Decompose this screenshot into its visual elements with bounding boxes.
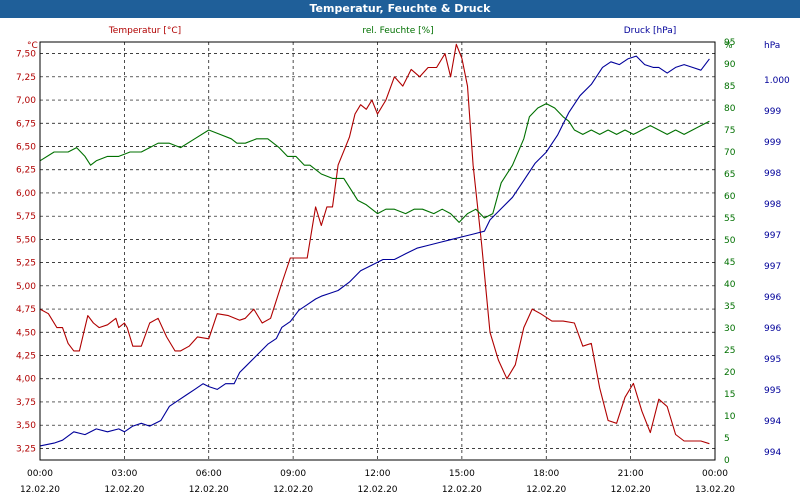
tick-label-temperature: 7,00 [16, 96, 36, 106]
tick-label-temperature: 5,75 [16, 212, 36, 222]
tick-label-humidity: 5 [724, 434, 730, 444]
tick-label-humidity: 85 [724, 82, 735, 92]
tick-label-temperature: 4,25 [16, 352, 36, 362]
tick-label-temperature: 4,00 [16, 375, 36, 385]
x-tick-date: 12.02.20 [442, 485, 482, 495]
x-tick-time: 06:00 [196, 469, 222, 479]
tick-label-humidity: 50 [724, 236, 736, 246]
plot-frame [39, 41, 716, 461]
tick-label-temperature: 3,75 [16, 398, 36, 408]
x-tick-date: 12.02.20 [526, 485, 566, 495]
x-tick-date: 12.02.20 [20, 485, 60, 495]
legend-left: Temperatur [°C] [108, 26, 181, 36]
x-tick-date: 12.02.20 [273, 485, 313, 495]
tick-label-temperature: 3,50 [16, 421, 36, 431]
tick-label-humidity: 65 [724, 170, 735, 180]
axis-labels: 7,50 7,25 7,00 6,75 6,50 6,25 6,00 5,75 5,50 5,25… [16, 26, 790, 495]
axis-unit-temperature: °C [27, 41, 38, 51]
tick-label-temperature: 6,25 [16, 166, 36, 176]
x-tick-date: 13.02.20 [695, 485, 735, 495]
tick-label-temperature: 7,25 [16, 73, 36, 83]
tick-label-temperature: 6,75 [16, 119, 36, 129]
window-title: Temperatur, Feuchte & Druck [0, 0, 800, 18]
tick-label-temperature: 7,50 [16, 50, 36, 60]
grid [39, 42, 716, 460]
tick-label-pressure: 998 [764, 200, 781, 210]
tick-label-pressure: 997 [764, 231, 781, 241]
x-tick-date: 12.02.20 [104, 485, 144, 495]
tick-label-temperature: 6,00 [16, 189, 36, 199]
tick-label-humidity: 40 [724, 280, 736, 290]
tick-label-pressure: 995 [764, 355, 781, 365]
x-tick-time: 09:00 [280, 469, 306, 479]
tick-label-pressure: 999 [764, 138, 781, 148]
x-tick-date: 12.02.20 [357, 485, 397, 495]
series-line-pressure [39, 55, 710, 447]
axis-unit-pressure: hPa [764, 41, 780, 51]
tick-label-pressure: 999 [764, 107, 781, 117]
x-tick-time: 03:00 [111, 469, 137, 479]
series-lines [39, 43, 710, 447]
tick-label-humidity: 15 [724, 390, 735, 400]
tick-label-humidity: 55 [724, 214, 735, 224]
x-tick-date: 12.02.20 [189, 485, 229, 495]
tick-label-humidity: 20 [724, 368, 736, 378]
tick-label-humidity: 60 [724, 192, 736, 202]
tick-label-humidity: 10 [724, 412, 736, 422]
tick-label-temperature: 5,00 [16, 282, 36, 292]
tick-label-pressure: 997 [764, 262, 781, 272]
tick-label-temperature: 5,50 [16, 235, 36, 245]
tick-label-pressure: 998 [764, 169, 781, 179]
tick-label-humidity: 70 [724, 148, 736, 158]
x-tick-time: 12:00 [365, 469, 391, 479]
tick-label-pressure: 995 [764, 386, 781, 396]
x-tick-time: 18:00 [533, 469, 559, 479]
series-line-humidity [39, 103, 710, 223]
tick-label-temperature: 3,25 [16, 444, 36, 454]
legend-right: Druck [hPa] [624, 26, 677, 36]
tick-label-temperature: 5,25 [16, 259, 36, 269]
series-line-temperature [39, 43, 710, 445]
x-tick-date: 12.02.20 [611, 485, 651, 495]
x-tick-time: 00:00 [27, 469, 53, 479]
tick-label-pressure: 996 [764, 293, 781, 303]
tick-label-temperature: 4,75 [16, 305, 36, 315]
tick-label-humidity: 45 [724, 258, 735, 268]
tick-label-humidity: 90 [724, 60, 736, 70]
tick-label-humidity: 25 [724, 346, 735, 356]
tick-label-pressure: 1.000 [764, 76, 790, 86]
axis-unit-humidity: % [724, 41, 733, 51]
tick-label-pressure: 994 [764, 448, 781, 458]
tick-label-humidity: 30 [724, 324, 736, 334]
x-tick-time: 15:00 [449, 469, 475, 479]
tick-label-temperature: 4,50 [16, 328, 36, 338]
tick-label-humidity: 75 [724, 126, 735, 136]
tick-label-pressure: 996 [764, 324, 781, 334]
legend-mid: rel. Feuchte [%] [362, 26, 433, 36]
tick-label-humidity: 80 [724, 104, 736, 114]
tick-label-humidity: 95 [724, 38, 735, 48]
tick-label-temperature: 6,50 [16, 143, 36, 153]
x-tick-time: 21:00 [618, 469, 644, 479]
tick-label-humidity: 0 [724, 456, 730, 466]
tick-label-humidity: 35 [724, 302, 735, 312]
x-tick-time: 00:00 [702, 469, 728, 479]
tick-label-pressure: 994 [764, 417, 781, 427]
